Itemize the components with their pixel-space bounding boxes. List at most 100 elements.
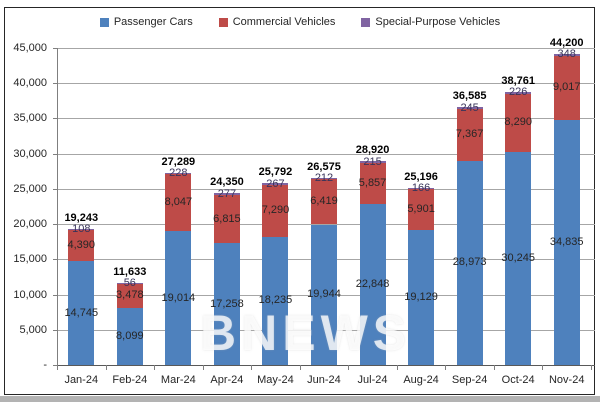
segment-value-label: 3,478 bbox=[116, 289, 144, 302]
bar-segment-commercial-vehicles bbox=[311, 179, 337, 225]
x-axis-category-label: Feb-24 bbox=[112, 374, 148, 386]
y-axis-tick-label: 25,000 bbox=[13, 182, 47, 195]
segment-value-label: 228 bbox=[169, 167, 188, 180]
bar-segment-passenger-cars bbox=[68, 261, 95, 365]
segment-value-label: 6,815 bbox=[213, 212, 241, 225]
segment-value-label: 19,014 bbox=[161, 291, 196, 304]
y-axis-tick-label: 40,000 bbox=[13, 77, 47, 90]
segment-value-label: 5,857 bbox=[358, 176, 387, 189]
bar-segment-commercial-vehicles bbox=[359, 162, 386, 205]
x-axis-category-label: Jun-24 bbox=[307, 374, 341, 386]
legend-label: Special-Purpose Vehicles bbox=[375, 16, 501, 28]
legend-swatch-icon bbox=[99, 17, 109, 27]
total-value-label: 24,350 bbox=[210, 176, 244, 189]
segment-value-label: 212 bbox=[314, 172, 334, 185]
bar-segment-commercial-vehicles bbox=[116, 283, 143, 308]
bar-segment-passenger-cars bbox=[213, 243, 240, 365]
x-axis-category-label: Oct-24 bbox=[501, 374, 535, 386]
segment-value-label: 17,258 bbox=[210, 297, 244, 310]
x-axis-category-label: Sep-24 bbox=[451, 374, 488, 386]
total-value-label: 11,633 bbox=[113, 266, 147, 279]
y-axis-tick bbox=[53, 188, 57, 190]
total-value-label: 38,761 bbox=[501, 74, 535, 87]
x-axis-category-label: May-24 bbox=[257, 374, 294, 386]
segment-value-label: 348 bbox=[557, 48, 576, 61]
bar-segment-passenger-cars bbox=[116, 307, 143, 365]
bar-segment-commercial-vehicles bbox=[165, 174, 192, 232]
total-value-label: 25,792 bbox=[258, 166, 293, 179]
bottom-strip bbox=[0, 396, 600, 402]
segment-value-label: 245 bbox=[460, 101, 479, 114]
x-axis-tick bbox=[299, 365, 301, 370]
segment-value-label: 277 bbox=[217, 187, 237, 200]
y-axis-tick-label: 30,000 bbox=[13, 147, 47, 160]
y-axis-tick bbox=[53, 365, 57, 366]
x-axis-tick bbox=[493, 365, 495, 370]
segment-value-label: 28,973 bbox=[452, 256, 487, 269]
bar-segment-commercial-vehicles bbox=[553, 56, 580, 120]
x-axis-category-label: Jul-24 bbox=[357, 374, 388, 386]
total-value-label: 27,289 bbox=[161, 155, 196, 168]
x-axis-line bbox=[57, 365, 595, 366]
legend-swatch-icon bbox=[218, 17, 228, 27]
bar-segment-passenger-cars bbox=[311, 224, 337, 365]
x-axis-tick bbox=[445, 365, 447, 370]
segment-value-label: 30,245 bbox=[501, 251, 535, 264]
legend-item-2: Special-Purpose Vehicles bbox=[361, 16, 500, 28]
x-axis-tick bbox=[348, 365, 350, 370]
segment-value-label: 7,290 bbox=[261, 204, 290, 217]
gridline bbox=[57, 153, 595, 155]
y-axis-tick-label: 10,000 bbox=[13, 288, 47, 301]
bar-segment-special-purpose-vehicles bbox=[311, 177, 337, 180]
y-axis-tick bbox=[53, 48, 57, 49]
bar-segment-passenger-cars bbox=[505, 151, 532, 365]
bar-segment-passenger-cars bbox=[553, 119, 580, 365]
segment-value-label: 5,901 bbox=[407, 202, 435, 215]
gridline bbox=[57, 83, 595, 85]
bar-segment-commercial-vehicles bbox=[456, 109, 483, 161]
total-value-label: 28,920 bbox=[355, 144, 390, 157]
y-axis-tick-label: - bbox=[43, 359, 47, 371]
segment-value-label: 215 bbox=[363, 155, 382, 168]
y-axis-tick-label: 20,000 bbox=[13, 218, 47, 231]
segment-value-label: 8,047 bbox=[164, 196, 193, 209]
y-axis-tick bbox=[53, 83, 57, 85]
x-axis-category-label: Aug-24 bbox=[403, 374, 439, 386]
legend: Passenger Cars Commercial Vehicles Special… bbox=[10, 13, 590, 31]
segment-value-label: 4,390 bbox=[67, 239, 96, 252]
total-value-label: 44,200 bbox=[549, 36, 584, 49]
segment-value-label: 267 bbox=[266, 177, 285, 190]
bar-segment-commercial-vehicles bbox=[505, 93, 532, 152]
bar-segment-special-purpose-vehicles bbox=[408, 187, 435, 189]
y-axis-tick bbox=[53, 224, 57, 226]
x-axis-tick bbox=[251, 365, 253, 370]
y-axis-tick bbox=[53, 259, 57, 261]
y-axis-tick bbox=[53, 118, 57, 120]
total-value-label: 19,243 bbox=[64, 212, 99, 225]
y-axis-tick-label: 35,000 bbox=[13, 112, 47, 125]
x-axis-tick bbox=[57, 365, 58, 370]
segment-value-label: 8,290 bbox=[504, 116, 532, 129]
segment-value-label: 166 bbox=[411, 181, 431, 194]
x-axis-tick bbox=[396, 365, 398, 370]
y-axis-tick bbox=[53, 294, 57, 296]
x-axis-category-label: Apr-24 bbox=[210, 374, 244, 386]
segment-value-label: 14,745 bbox=[64, 306, 99, 319]
segment-value-label: 18,235 bbox=[258, 294, 293, 307]
total-value-label: 26,575 bbox=[307, 160, 341, 173]
y-axis-tick bbox=[53, 153, 57, 155]
segment-value-label: 19,944 bbox=[307, 288, 341, 301]
x-axis-tick bbox=[542, 365, 544, 370]
bar-segment-passenger-cars bbox=[408, 230, 435, 365]
bar-segment-commercial-vehicles bbox=[213, 195, 240, 244]
y-axis-line bbox=[57, 48, 58, 365]
gridline bbox=[57, 48, 595, 49]
bar-segment-commercial-vehicles bbox=[68, 230, 95, 262]
segment-value-label: 226 bbox=[508, 86, 528, 99]
x-axis-tick bbox=[154, 365, 156, 370]
legend-label: Commercial Vehicles bbox=[232, 16, 336, 28]
legend-label: Passenger Cars bbox=[113, 16, 193, 28]
segment-value-label: 8,099 bbox=[116, 329, 144, 342]
x-axis-category-label: Jan-24 bbox=[64, 374, 99, 386]
